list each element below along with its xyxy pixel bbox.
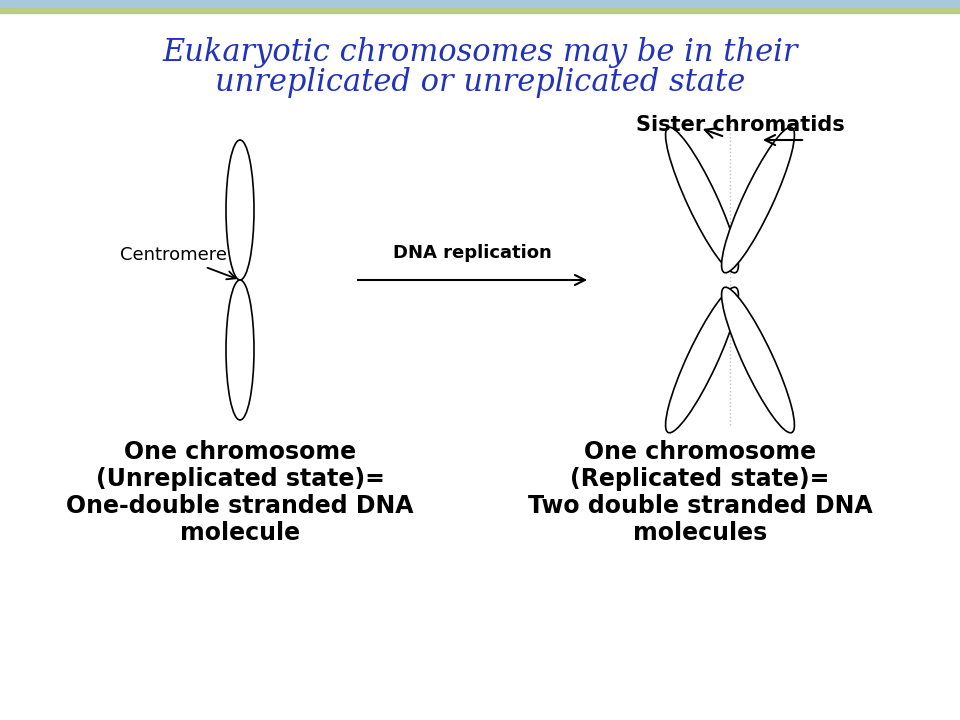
Text: Centromere: Centromere: [120, 246, 235, 279]
Text: Two double stranded DNA: Two double stranded DNA: [528, 494, 873, 518]
Text: unreplicated or unreplicated state: unreplicated or unreplicated state: [215, 66, 745, 97]
Ellipse shape: [665, 127, 738, 273]
Text: One chromosome: One chromosome: [584, 440, 816, 464]
Text: One-double stranded DNA: One-double stranded DNA: [66, 494, 414, 518]
Text: (Unreplicated state)=: (Unreplicated state)=: [96, 467, 384, 491]
Text: Sister chromatids: Sister chromatids: [636, 115, 845, 135]
Text: (Replicated state)=: (Replicated state)=: [570, 467, 829, 491]
Text: One chromosome: One chromosome: [124, 440, 356, 464]
Text: molecule: molecule: [180, 521, 300, 545]
Ellipse shape: [722, 287, 795, 433]
Text: molecules: molecules: [633, 521, 767, 545]
Text: Eukaryotic chromosomes may be in their: Eukaryotic chromosomes may be in their: [162, 37, 798, 68]
Text: DNA replication: DNA replication: [394, 244, 552, 262]
Ellipse shape: [722, 127, 795, 273]
Ellipse shape: [226, 280, 254, 420]
Ellipse shape: [226, 140, 254, 280]
Ellipse shape: [665, 287, 738, 433]
